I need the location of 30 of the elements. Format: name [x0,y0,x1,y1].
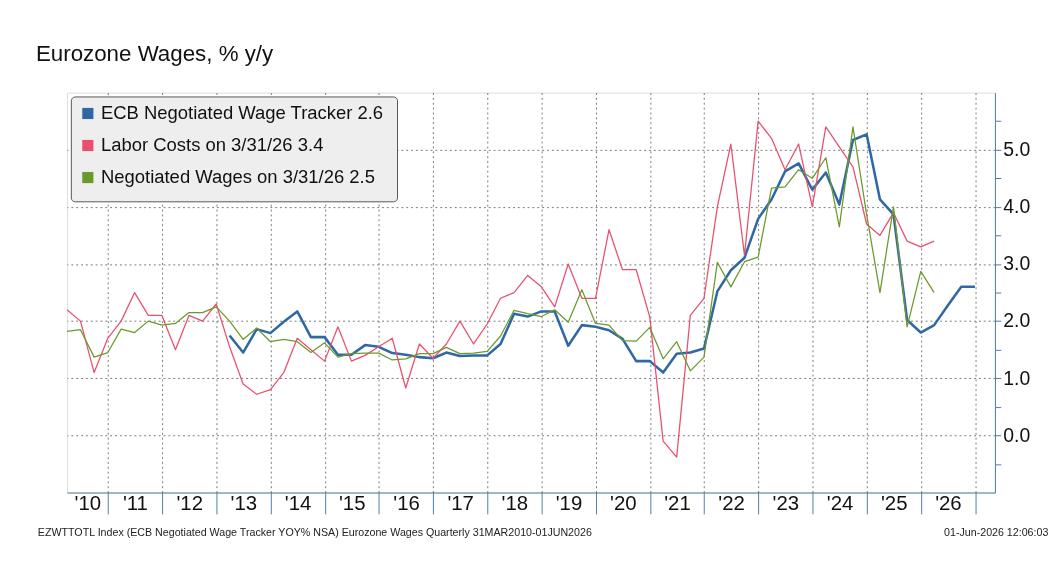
x-tick-label: '10 [74,492,102,515]
x-tick-label: '16 [393,492,420,515]
text: 01-Jun-2026 12:06:03 [944,526,1049,539]
y-tick-label: 3.0 [1003,252,1031,275]
legend-label: ECB Negotiated Wage Tracker 2.6 [100,102,384,124]
x-tick-label: '19 [555,492,583,515]
line-series [66,126,935,372]
y-tick-label: 2.0 [1003,309,1031,332]
x-tick-label: '23 [772,492,800,515]
x-tick-label: '13 [230,492,258,515]
legend-label: Negotiated Wages on 3/31/26 2.5 [100,166,375,188]
x-tick-label: '17 [447,492,474,515]
x-tick-label: '21 [664,492,691,515]
y-tick-label: 5.0 [1003,138,1031,161]
text: EZWTTOTL Index (ECB Negotiated Wage Tracker YOY% NSA) Eurozone Wages Quarterly 31MAR2010-01JUN2026 [37,526,592,539]
x-tick-label: '15 [338,492,366,515]
chart-title: Eurozone Wages, % y/y [35,40,275,66]
y-tick-label: 0.0 [1003,423,1031,446]
x-tick-label: '20 [610,492,637,515]
x-tick-label: '11 [122,492,148,515]
x-tick-label: '18 [501,492,529,515]
y-tick-label: 4.0 [1003,195,1031,218]
x-tick-label: '12 [176,492,204,515]
y-tick-label: 1.0 [1003,366,1031,389]
x-tick-label: '26 [935,492,962,515]
x-tick-label: '22 [718,492,745,515]
x-tick-label: '25 [880,492,908,515]
x-tick-label: '24 [826,492,854,515]
x-tick-label: '14 [284,492,312,515]
legend-label: Labor Costs on 3/31/26 3.4 [100,134,324,156]
